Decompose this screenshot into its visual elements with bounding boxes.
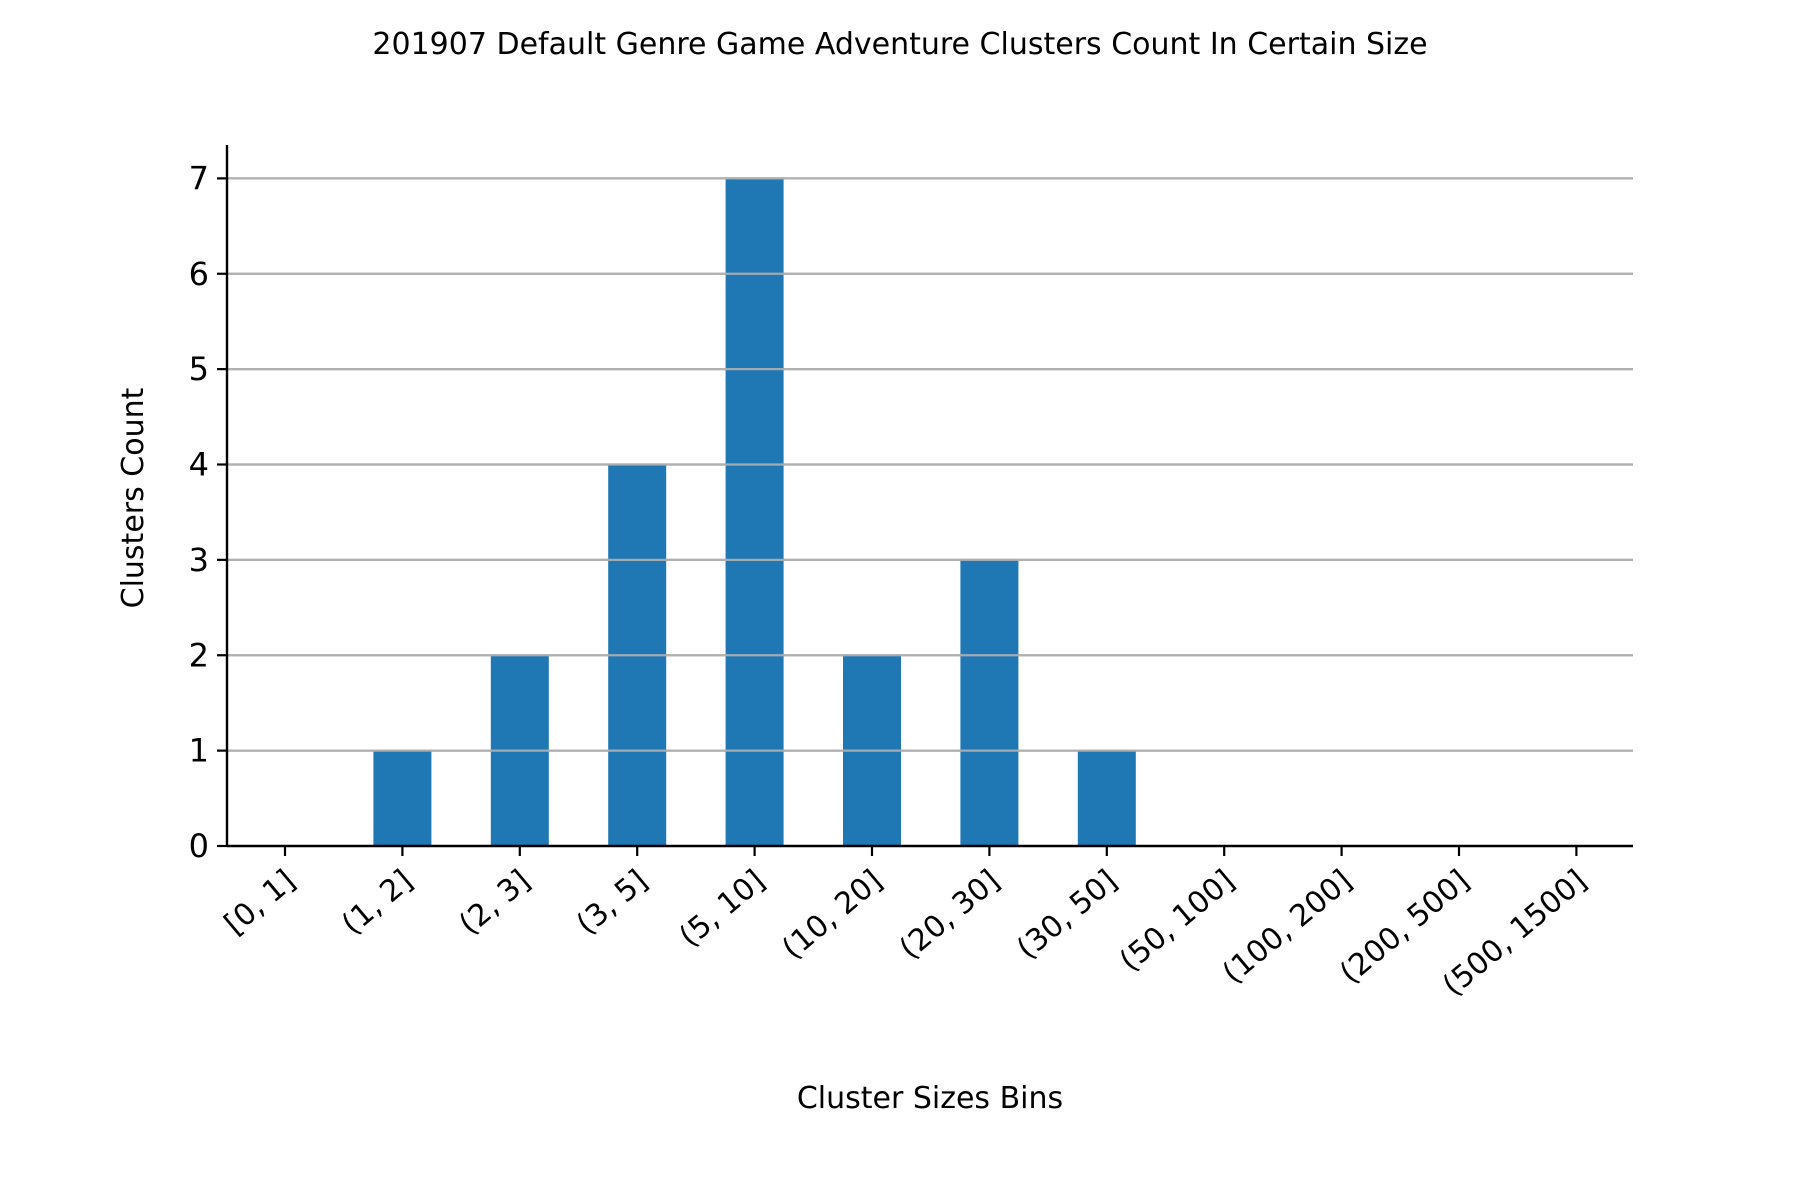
x-tick-label: (2, 3] <box>453 863 537 942</box>
y-tick-label: 5 <box>189 350 209 388</box>
x-tick-label: (100, 200] <box>1216 863 1359 991</box>
y-ticks: 0 1 2 3 4 5 6 7 <box>189 159 227 865</box>
x-tick-label: (30, 50] <box>1010 863 1124 966</box>
x-tick-label: (20, 30] <box>893 863 1007 966</box>
bar <box>960 559 1019 846</box>
x-tick-label: (3, 5] <box>570 863 654 942</box>
axes <box>225 145 1633 848</box>
chart-title: 201907 Default Genre Game Adventure Clus… <box>372 27 1427 62</box>
y-axis-label: Clusters Count <box>116 387 151 608</box>
bar <box>1077 750 1136 846</box>
y-tick-label: 2 <box>189 636 209 674</box>
y-tick-label: 6 <box>189 255 209 293</box>
y-tick-label: 4 <box>189 446 209 484</box>
x-tick-label: (5, 10] <box>673 863 772 954</box>
x-ticks: [0, 1] (1, 2] (2, 3] (3, 5] (5, 10] (10, 20](… <box>218 846 1594 1003</box>
bar <box>373 750 432 846</box>
x-tick-label: (10, 20] <box>776 863 890 966</box>
x-axis-label: Cluster Sizes Bins <box>797 1081 1063 1116</box>
bars <box>227 177 1633 846</box>
y-tick-label: 1 <box>189 732 209 770</box>
x-tick-label: (1, 2] <box>335 863 419 942</box>
y-tick-label: 7 <box>189 159 209 197</box>
x-tick-label: [0, 1] <box>218 863 302 942</box>
y-tick-label: 0 <box>189 827 209 865</box>
bar <box>725 178 784 846</box>
y-tick-label: 3 <box>189 541 209 579</box>
